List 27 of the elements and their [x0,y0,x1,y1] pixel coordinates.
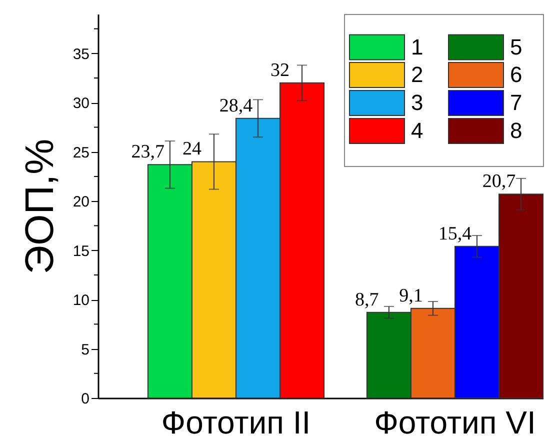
legend-label: 7 [510,90,522,115]
data-label: 23,7 [131,142,165,163]
y-tick-label: 30 [72,95,90,112]
x-tick-label: Фототип II [161,404,311,440]
legend-label: 3 [411,90,424,115]
y-tick-label: 10 [72,292,90,310]
legend-label: 8 [510,118,522,143]
y-tick-label: 0 [81,390,90,408]
data-label: 24 [182,138,202,160]
legend-label: 2 [411,62,424,87]
legend-label: 5 [510,34,522,60]
y-axis-title: ЭОП,% [18,138,62,274]
legend-label: 1 [411,34,424,60]
y-tick-label: 25 [72,144,90,162]
legend-label: 4 [411,118,424,143]
y-tick-label: 20 [72,194,90,211]
data-label: 28,4 [219,95,254,116]
y-tick-label: 35 [72,46,90,63]
legend-label: 6 [510,62,522,87]
data-label: 9,1 [399,285,423,306]
data-label: 32 [270,60,290,81]
y-tick-label: 15 [72,242,90,260]
data-label: 20,7 [482,171,516,192]
x-tick-label: Фототип VI [374,404,536,440]
data-label: 15,4 [438,223,472,244]
data-label: 8,7 [355,289,379,310]
y-tick-label: 5 [81,341,90,358]
